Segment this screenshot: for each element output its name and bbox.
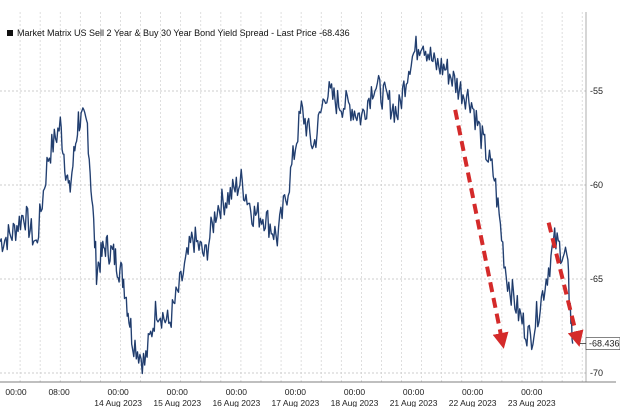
legend-label: Market Matrix US Sell 2 Year & Buy 30 Ye… [17, 28, 350, 38]
grid [0, 12, 586, 382]
red-dashed-arrow-2 [546, 222, 584, 347]
x-tick-time-label: 00:00 [521, 387, 543, 397]
red-dashed-arrow-1 [453, 109, 509, 349]
x-tick-date-label: 21 Aug 2023 [390, 398, 438, 407]
series-line-shadow [0, 36, 573, 374]
annotation-layer [453, 109, 584, 349]
x-tick-time-label: 00:00 [403, 387, 425, 397]
x-tick-date-label: 15 Aug 2023 [153, 398, 201, 407]
x-tick-time-label: 00:00 [462, 387, 484, 397]
series-layer [0, 35, 574, 375]
legend: Market Matrix US Sell 2 Year & Buy 30 Ye… [7, 28, 350, 38]
x-tick-time-label: 00:00 [167, 387, 189, 397]
x-tick-date-label: 22 Aug 2023 [449, 398, 497, 407]
x-tick-time-label: 08:00 [48, 387, 70, 397]
last-value-label: -68.436 [589, 339, 620, 349]
x-tick-time-label: 00:00 [285, 387, 307, 397]
x-tick-date-label: 14 Aug 2023 [94, 398, 142, 407]
y-tick-label: -70 [590, 368, 603, 378]
x-tick-time-label: 00:00 [5, 387, 27, 397]
x-tick-date-label: 17 Aug 2023 [272, 398, 320, 407]
x-tick-time-label: 00:00 [108, 387, 130, 397]
y-tick-label: -60 [590, 180, 603, 190]
x-tick-time-label: 00:00 [344, 387, 366, 397]
x-tick-time-label: 00:00 [226, 387, 248, 397]
x-tick-date-label: 23 Aug 2023 [508, 398, 556, 407]
y-tick-label: -55 [590, 86, 603, 96]
x-tick-date-label: 18 Aug 2023 [331, 398, 379, 407]
x-tick-date-label: 16 Aug 2023 [212, 398, 260, 407]
series-line [0, 35, 574, 375]
legend-swatch [7, 30, 13, 36]
y-tick-label: -65 [590, 274, 603, 284]
